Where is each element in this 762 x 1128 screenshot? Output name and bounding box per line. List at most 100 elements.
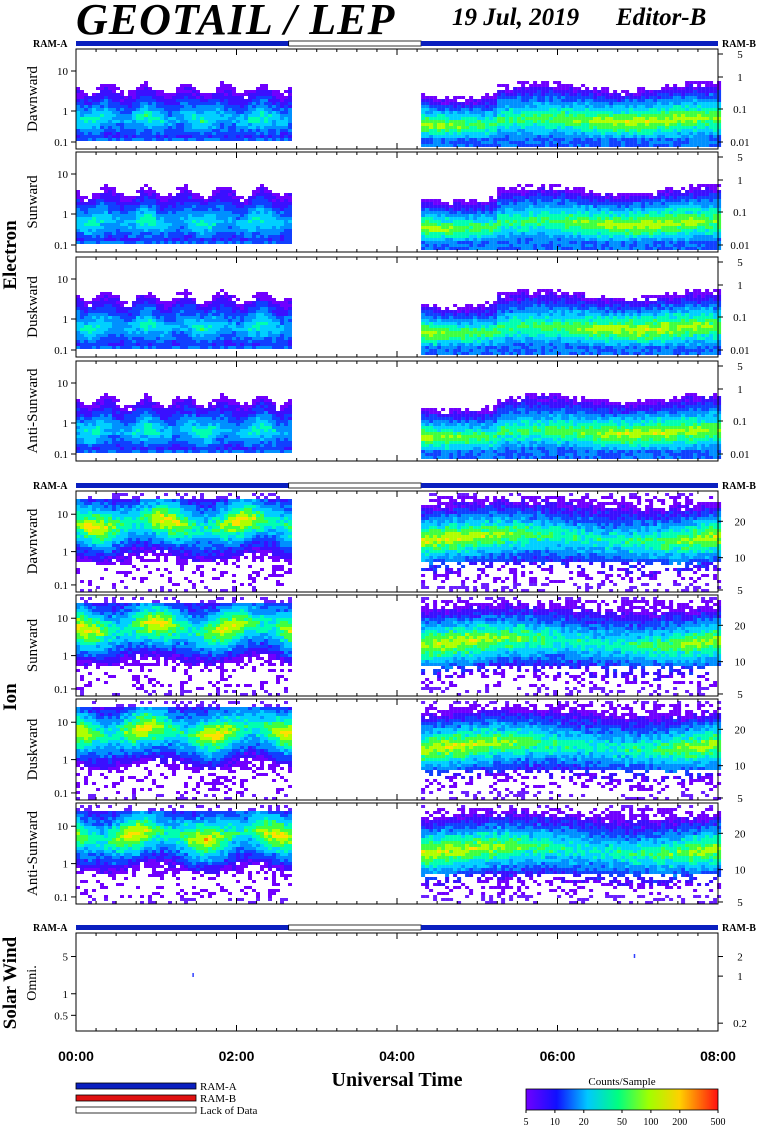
y2-tick-label: 10	[735, 657, 747, 669]
time-ticks	[75, 803, 719, 904]
y-tick-label: 0.1	[54, 580, 68, 592]
y2-tick-label: 10	[735, 761, 747, 773]
colorbar-tick-label: 20	[579, 1117, 589, 1128]
y2-tick-label: 1	[737, 971, 743, 983]
y-tick-label: 0.1	[54, 684, 68, 696]
ion-panel-label-2: Duskward	[25, 718, 41, 780]
x-tick-label: 02:00	[219, 1048, 255, 1064]
solar-wind-sample	[192, 973, 194, 977]
colorbar-tick-label: 100	[643, 1117, 658, 1128]
ram-label-left: RAM-A	[33, 923, 68, 934]
page-title: GEOTAIL / LEP	[76, 0, 395, 45]
legend-label-0: RAM-A	[200, 1081, 237, 1093]
panel-frame-solar-wind	[75, 932, 719, 1032]
spectrogram-ion	[76, 701, 722, 800]
spectrogram-electron	[76, 289, 722, 355]
y2-tick-label: 5	[737, 897, 743, 909]
y2-tick-label: 5	[737, 152, 743, 164]
y-tick-label: 0.1	[54, 345, 68, 357]
legend-swatch-2	[75, 1106, 197, 1114]
y2-tick-label: 20	[735, 828, 747, 840]
y-tick-label: 10	[57, 821, 69, 833]
ram-label-right: RAM-B	[722, 39, 756, 50]
group-label-ion: Ion	[0, 683, 21, 711]
legend-swatch-0	[75, 1082, 197, 1090]
group-label-electron: Electron	[0, 220, 21, 290]
x-tick-label: 00:00	[58, 1048, 94, 1064]
y-tick-label: 0.1	[54, 240, 68, 252]
y-tick-label: 10	[57, 717, 69, 729]
legend-label-1: RAM-B	[200, 1093, 236, 1105]
y-tick-label: 1	[63, 547, 69, 559]
y2-tick-label: 10	[735, 553, 747, 565]
y-tick-label: 1	[63, 755, 69, 767]
ram-label-left: RAM-A	[33, 39, 68, 50]
y2-tick-label: 0.01	[730, 449, 749, 461]
y-tick-label: 10	[57, 509, 69, 521]
group-label-solar-wind: Solar Wind	[0, 936, 21, 1029]
ram-mode-bar	[76, 482, 718, 489]
y-tick-label: 1	[63, 209, 69, 221]
x-tick-label: 06:00	[540, 1048, 576, 1064]
y2-tick-label: 0.2	[733, 1018, 747, 1030]
x-tick-label: 08:00	[700, 1048, 736, 1064]
ram-label-left: RAM-A	[33, 481, 68, 492]
legend-label-2: Lack of Data	[200, 1105, 258, 1117]
x-tick-label: 04:00	[379, 1048, 415, 1064]
ram-segment-lack-of-data	[288, 924, 422, 931]
electron-panel-label-0: Dawnward	[25, 66, 41, 132]
y-tick-label: 0.1	[54, 788, 68, 800]
y-tick-label: 10	[57, 169, 69, 181]
y2-tick-label: 0.1	[733, 312, 747, 324]
legend-swatch-1	[75, 1094, 197, 1102]
y2-tick-label: 0.1	[733, 416, 747, 428]
y-tick-label: 1	[63, 651, 69, 663]
y2-tick-label: 0.01	[730, 240, 749, 252]
electron-panel-label-3: Anti-Sunward	[25, 368, 41, 453]
spectrogram-electron	[76, 81, 722, 147]
ram-label-right: RAM-B	[722, 481, 756, 492]
time-ticks	[75, 257, 719, 357]
y2-tick-label: 0.1	[733, 207, 747, 219]
colorbar-tick-label: 200	[672, 1117, 687, 1128]
y-tick-label: 10	[57, 613, 69, 625]
ram-segment-lack-of-data	[288, 40, 422, 47]
colorbar-tick-label: 10	[550, 1117, 560, 1128]
ion-panel-label-0: Dawnward	[25, 508, 41, 574]
y-tick-label: 1	[63, 314, 69, 326]
y2-tick-label: 1	[737, 384, 743, 396]
ram-mode-bar	[76, 924, 718, 931]
y-tick-label: 1	[63, 106, 69, 118]
y2-tick-label: 0.01	[730, 137, 749, 149]
y2-tick-label: 1	[737, 175, 743, 187]
spectrogram-ion	[76, 597, 722, 696]
y2-tick-label: 0.01	[730, 345, 749, 357]
ram-segment-ram-a	[76, 925, 289, 930]
ram-segment-lack-of-data	[288, 482, 422, 489]
y-tick-label: 0.1	[54, 892, 68, 904]
y-tick-label: 1	[63, 418, 69, 430]
colorbar-title: Counts/Sample	[588, 1076, 655, 1088]
time-ticks	[75, 152, 719, 252]
y2-tick-label: 5	[737, 689, 743, 701]
time-ticks	[75, 595, 719, 696]
y-tick-label: 10	[57, 274, 69, 286]
y2-tick-label: 5	[737, 793, 743, 805]
y-tick-label: 10	[57, 378, 69, 390]
y2-tick-label: 0.1	[733, 104, 747, 116]
ion-panel-label-1: Sunward	[25, 618, 41, 672]
y2-tick-label: 5	[737, 361, 743, 373]
spectrogram-electron	[76, 184, 722, 250]
y-tick-label: 0.1	[54, 449, 68, 461]
y2-tick-label: 20	[735, 620, 747, 632]
ram-segment-ram-a	[421, 483, 718, 488]
ram-segment-ram-a	[76, 41, 289, 46]
y2-tick-label: 5	[737, 585, 743, 597]
y-tick-label: 1	[63, 859, 69, 871]
time-ticks	[75, 699, 719, 800]
y2-tick-label: 1	[737, 72, 743, 84]
ram-segment-ram-a	[421, 41, 718, 46]
editor-label: Editor-B	[616, 4, 706, 32]
date-label: 19 Jul, 2019	[452, 4, 579, 32]
